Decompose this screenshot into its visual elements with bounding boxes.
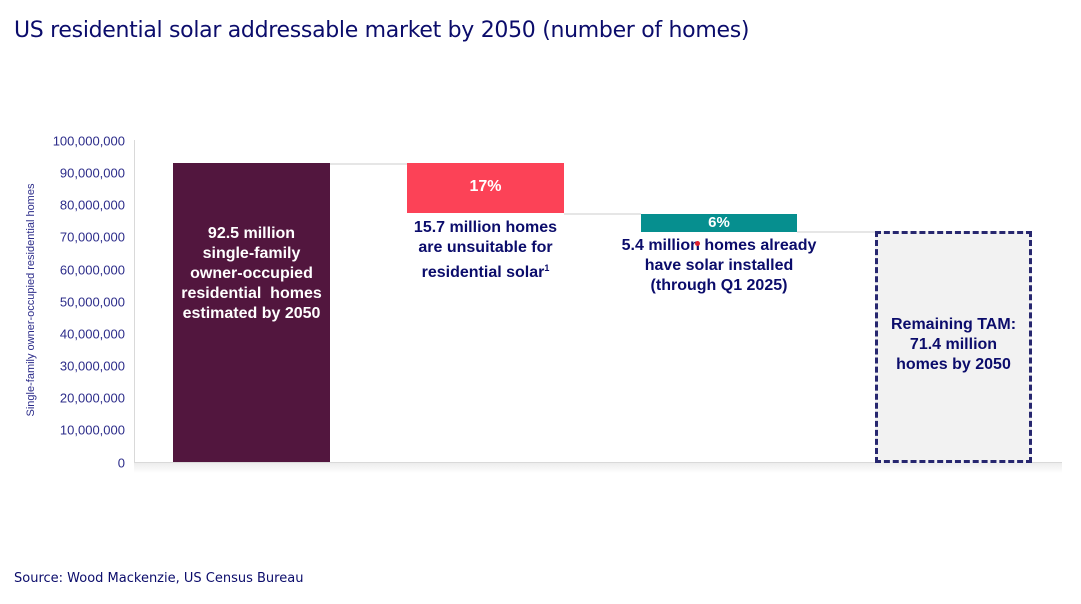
bar-total-homes: 92.5 million single-family owner-occupie… [173, 163, 330, 462]
tam-label: Remaining TAM: 71.4 million homes by 205… [878, 315, 1029, 375]
x-axis-line [134, 462, 1062, 463]
label-line: 71.4 million [909, 336, 998, 353]
y-tick: 80,000,000 [59, 197, 125, 213]
y-tick: 50,000,000 [59, 294, 125, 310]
label-line: 15.7 million homes [413, 219, 558, 236]
y-tick: 60,000,000 [59, 262, 125, 278]
y-tick: 20,000,000 [59, 390, 125, 406]
bar-installed-pct: 6% [708, 214, 730, 231]
connector-line [797, 231, 875, 233]
y-tick: 100,000,000 [52, 133, 125, 149]
y-tick: 10,000,000 [59, 422, 125, 438]
label-line: estimated by 2050 [182, 305, 321, 322]
label-line: single-family [202, 245, 301, 262]
y-tick: 40,000,000 [59, 326, 125, 342]
label-line: 92.5 million [207, 225, 296, 242]
cursor-dot-marker [695, 241, 700, 246]
label-line: (through Q1 2025) [650, 277, 788, 294]
label-line: homes by 2050 [896, 356, 1011, 373]
label-line: have solar installed [644, 257, 794, 274]
bar-total-label: 92.5 million single-family owner-occupie… [173, 224, 330, 324]
chart-title: US residential solar addressable market … [14, 18, 750, 43]
bar-remaining-tam: Remaining TAM: 71.4 million homes by 205… [875, 231, 1032, 463]
y-tick: 70,000,000 [59, 229, 125, 245]
label-line: residential solar1 [407, 258, 564, 283]
label-line: are unsuitable for [418, 239, 553, 256]
bar-unsuitable-pct: 17% [469, 178, 502, 195]
y-tick: 30,000,000 [59, 358, 125, 374]
y-tick: 90,000,000 [59, 165, 125, 181]
connector-line [564, 213, 641, 215]
label-text: residential solar [421, 264, 545, 281]
y-axis-label: Single-family owner-occupied residential… [25, 183, 37, 417]
installed-annotation: 5.4 million homes already have solar ins… [569, 236, 869, 296]
label-line: Remaining TAM: [890, 316, 1017, 333]
source-note: Source: Wood Mackenzie, US Census Bureau [14, 571, 304, 586]
unsuitable-annotation: 15.7 million homes are unsuitable for re… [407, 218, 564, 283]
y-axis-line [134, 140, 135, 463]
label-line: 5.4 million homes already [621, 237, 817, 254]
y-tick: 0 [117, 455, 125, 471]
bar-installed: 6% [641, 214, 797, 232]
footnote-marker: 1 [544, 263, 550, 273]
connector-line [330, 163, 407, 165]
plot-shadow [134, 463, 1062, 473]
label-line: residential homes [181, 285, 322, 302]
bar-unsuitable: 17% [407, 163, 564, 213]
label-line: owner-occupied [190, 265, 313, 282]
